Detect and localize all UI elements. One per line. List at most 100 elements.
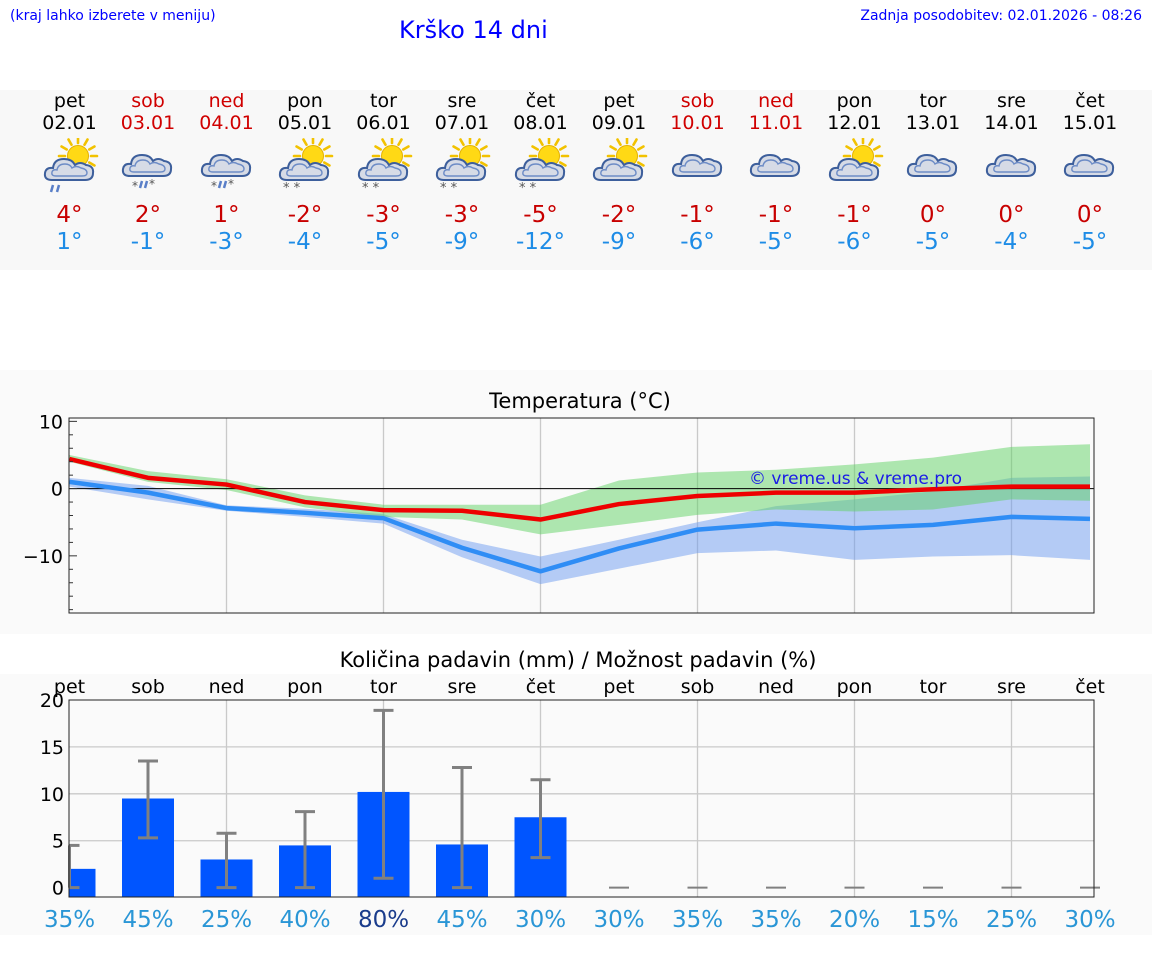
day-name: ned <box>208 90 245 112</box>
day-name: pon <box>287 90 323 112</box>
max-temperature: -3° <box>444 202 480 228</box>
max-temperature: -2° <box>601 202 637 228</box>
svg-text:*: * <box>149 177 155 191</box>
day-name: pet <box>53 90 86 112</box>
day-date: 07.01 <box>434 112 490 134</box>
precip-day-label: sre <box>448 676 477 698</box>
precip-day-label: pet <box>603 676 634 698</box>
day-forecast: sob 10.01 -1° -6° <box>659 90 737 256</box>
day-date: 05.01 <box>277 112 333 134</box>
min-temperature-line <box>69 479 1091 574</box>
day-forecast: pet 09.01 -2° -9° <box>580 90 658 256</box>
day-forecast: sre 14.01 0° -4° <box>973 90 1051 256</box>
min-temperature: -4° <box>287 229 323 255</box>
precip-probability: 25% <box>201 907 252 933</box>
max-temperature: -1° <box>837 202 872 228</box>
temp-tick-label: 10 <box>39 411 63 433</box>
day-date: 09.01 <box>591 112 647 134</box>
min-temperature: -1° <box>130 229 166 255</box>
precip-day-label: ned <box>758 676 794 698</box>
region-note: (kraj lahko izberete v meniju) <box>10 8 216 24</box>
cloud-icon <box>668 138 728 198</box>
day-date: 03.01 <box>120 112 176 134</box>
precip-bar <box>69 868 96 897</box>
temp-chart-title: Temperatura (°C) <box>488 389 671 413</box>
day-forecast: sob 03.01 * * 2° -1° <box>109 90 187 256</box>
svg-text:* *: * * <box>440 181 458 196</box>
max-temperature: -1° <box>680 202 715 228</box>
sun-cloud-rain-icon <box>40 135 100 198</box>
day-name: tor <box>919 90 947 112</box>
precipitation-chart: 20 15 10 5 0 pet sob ned pon tor sre čet pet sob ned po… <box>40 648 1116 933</box>
day-forecast: sre 07.01 * * -3° -9° <box>423 90 501 256</box>
max-temperature: -2° <box>287 202 323 228</box>
min-temperature: -5° <box>915 229 951 255</box>
max-temperature-line <box>68 456 1090 522</box>
day-name: sob <box>131 90 165 112</box>
svg-text:*: * <box>211 179 217 193</box>
precip-tick-label: 15 <box>40 737 64 759</box>
precip-day-label: sob <box>681 676 715 698</box>
day-forecast: čet 08.01 * * -5° -12° <box>502 90 580 256</box>
precip-tick-label: 5 <box>52 831 64 853</box>
min-temperature: -3° <box>209 229 244 255</box>
precip-day-label: pon <box>837 676 873 698</box>
day-date: 12.01 <box>827 112 882 134</box>
svg-text:* *: * * <box>362 181 380 196</box>
cloud-icon <box>746 138 806 198</box>
precip-probability: 30% <box>515 907 566 933</box>
precip-day-label: sre <box>997 676 1026 698</box>
precip-probability: 25% <box>986 907 1037 933</box>
precip-day-label: čet <box>526 676 556 698</box>
sun-cloud-icon <box>825 135 885 198</box>
max-temperature: 0° <box>919 202 947 228</box>
day-name: čet <box>1075 90 1105 112</box>
cloud-sleet-icon: * * <box>197 138 257 198</box>
precip-probability: 35% <box>750 907 801 933</box>
page-title: Krško 14 dni <box>399 16 548 44</box>
min-temperature: -5° <box>1072 229 1108 255</box>
day-name: sre <box>997 90 1026 112</box>
max-temperature-range <box>69 444 1090 535</box>
day-forecast: tor 06.01 * * -3° -5° <box>345 90 423 256</box>
precip-day-label: tor <box>370 676 397 698</box>
day-name: pon <box>836 90 873 112</box>
min-temperature: -4° <box>994 229 1029 255</box>
precip-plot-frame <box>68 699 1095 898</box>
min-temperature: -6° <box>837 229 872 255</box>
sun-cloud-icon <box>589 135 649 198</box>
day-date: 11.01 <box>748 112 804 134</box>
day-date: 14.01 <box>984 112 1039 134</box>
day-name: ned <box>758 90 794 112</box>
cloud-sleet-icon: * * <box>118 138 178 198</box>
day-date: 15.01 <box>1062 112 1118 134</box>
sun-cloud-snow-icon: * * <box>432 135 492 198</box>
day-forecast: ned 11.01 -1° -5° <box>737 90 815 256</box>
svg-text:* *: * * <box>519 181 537 196</box>
day-date: 06.01 <box>356 112 411 134</box>
precip-day-label: sob <box>131 676 165 698</box>
precip-probability: 30% <box>1064 907 1115 933</box>
precip-probability: 45% <box>122 907 173 933</box>
last-update: Zadnja posodobitev: 02.01.2026 - 08:26 <box>860 8 1142 24</box>
precip-day-label: pet <box>54 676 85 698</box>
precip-day-label: pon <box>287 676 323 698</box>
temp-tick-label: 0 <box>51 479 63 501</box>
min-temperature: -5° <box>366 229 401 255</box>
precip-day-label: tor <box>920 676 947 698</box>
day-forecast: ned 04.01 * * 1° -3° <box>188 90 266 256</box>
max-temperature: 0° <box>1076 202 1104 228</box>
day-forecast: pon 12.01 -1° -6° <box>816 90 894 256</box>
svg-text:* *: * * <box>283 181 301 196</box>
sun-cloud-snow-icon: * * <box>354 135 414 198</box>
day-forecast: pet 02.01 4° 1° <box>31 90 109 256</box>
day-date: 08.01 <box>513 112 568 134</box>
precip-probability: 35% <box>44 907 95 933</box>
day-forecast: čet 15.01 0° -5° <box>1051 90 1129 256</box>
precip-chart-title: Količina padavin (mm) / Možnost padavin … <box>340 648 817 672</box>
precip-probability: 45% <box>436 907 487 933</box>
day-date: 02.01 <box>42 112 97 134</box>
svg-text:*: * <box>132 179 138 193</box>
min-temperature: -12° <box>515 229 566 255</box>
min-temperature: 1° <box>56 229 83 255</box>
